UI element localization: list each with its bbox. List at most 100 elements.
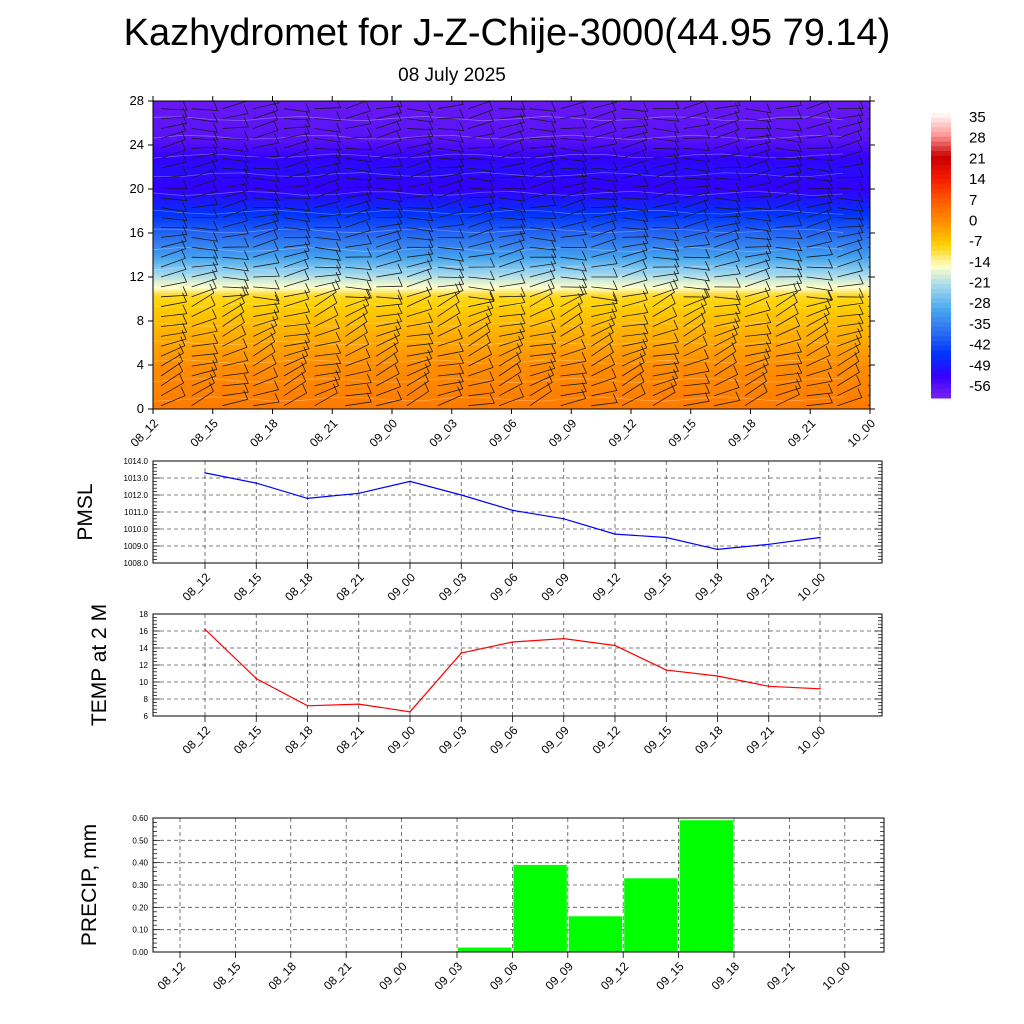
wind-barb [683, 362, 710, 377]
wind-barb [867, 315, 870, 317]
colorbar-label: 7 [969, 192, 977, 209]
wind-barb [222, 152, 249, 163]
wind-barb [252, 342, 276, 367]
wind-barb [806, 304, 830, 327]
wind-barb [529, 269, 555, 288]
wind-barb [714, 325, 738, 347]
wind-barb [160, 225, 188, 238]
wind-barb [376, 312, 403, 327]
wind-barb [222, 104, 249, 119]
precipitation-chart: 0.00 0.10 0.20 0.30 0.40 0.50 0.60 PRECIP, mm 08… [78, 814, 885, 993]
x-tick-label: 09_18 [709, 959, 743, 993]
heatmap-band [153, 173, 870, 177]
wind-barb [683, 287, 711, 298]
wind-barb [345, 234, 372, 248]
wind-barb [744, 150, 771, 169]
wind-barb [468, 393, 495, 407]
x-tick-label: 10_00 [819, 959, 853, 993]
wind-barb [652, 231, 680, 242]
wind-barb [253, 229, 279, 248]
heatmap-band [153, 184, 870, 188]
wind-barb [468, 333, 491, 357]
wind-barb [775, 251, 803, 262]
heatmap-band [153, 274, 870, 278]
colorbar-swatch [931, 326, 951, 332]
wind-barb [683, 373, 710, 387]
wind-barb [160, 101, 188, 111]
wind-barb [222, 390, 249, 407]
wind-barb [529, 240, 557, 251]
colorbar-swatch [931, 274, 951, 280]
wind-barb [345, 348, 371, 367]
y-tick-label: 0.30 [132, 881, 148, 890]
wind-barb [775, 101, 803, 110]
wind-barb [222, 285, 249, 298]
wind-barb [867, 128, 870, 130]
colorbar-swatch [931, 350, 951, 356]
wind-barb [529, 381, 552, 407]
wind-barb [744, 187, 772, 199]
wind-barb [406, 342, 434, 357]
x-tick-label: 09_09 [546, 416, 580, 450]
colorbar-label: -7 [969, 233, 982, 250]
heatmap-band [153, 373, 870, 377]
y-tick-label: 4 [137, 357, 144, 372]
wind-barb [345, 140, 373, 151]
x-tick-label: 08_12 [180, 570, 214, 604]
heatmap-band [153, 395, 870, 399]
wind-barb [314, 123, 342, 133]
wind-barb [222, 199, 248, 218]
data-point [306, 497, 309, 500]
wind-barb [652, 192, 679, 209]
wind-barb [253, 392, 280, 407]
wind-barb [314, 161, 341, 179]
colorbar-swatch [931, 212, 951, 218]
wind-barb [837, 287, 864, 298]
colorbar-swatch [931, 146, 951, 152]
wind-barb [314, 331, 341, 347]
wind-barb [775, 260, 803, 271]
wind-barb [744, 230, 772, 240]
wind-barb [345, 361, 372, 377]
wind-barb [345, 101, 368, 110]
colorbar-label: 21 [969, 150, 986, 167]
wind-barb [744, 237, 772, 248]
wind-barb [529, 113, 557, 123]
wind-barb [406, 238, 434, 248]
colorbar-swatch [931, 341, 951, 347]
wind-barb [468, 209, 494, 228]
y-tick-label: 16 [130, 225, 144, 240]
wind-barb [345, 281, 372, 291]
wind-barb [591, 291, 618, 302]
wind-barb [652, 206, 680, 218]
wind-barb [468, 281, 495, 292]
wind-barb [191, 195, 219, 209]
heatmap-band [153, 140, 870, 144]
data-point [204, 628, 206, 631]
wind-barb [806, 112, 833, 129]
wind-barb [160, 179, 188, 189]
heatmap-band [153, 193, 870, 197]
wind-barb [744, 371, 768, 397]
wind-barb [775, 354, 803, 367]
heatmap-band [153, 158, 870, 161]
wind-barb [621, 151, 648, 169]
wind-barb [652, 332, 679, 347]
wind-barb [283, 110, 311, 121]
wind-barb [406, 286, 432, 308]
heatmap-band [153, 226, 870, 230]
wind-barb [283, 131, 310, 149]
wind-barb [345, 127, 373, 139]
wind-barb [867, 305, 870, 308]
wind-barb [345, 312, 368, 337]
x-tick-label: 09_00 [367, 416, 401, 450]
wind-barb [314, 354, 342, 367]
wind-barb [652, 123, 680, 133]
heatmap-band [153, 219, 870, 223]
wind-barb [652, 375, 677, 397]
colorbar-swatch [931, 165, 951, 171]
precip-bar [458, 947, 512, 952]
wind-barb [345, 373, 372, 387]
isotherm-contour [153, 153, 844, 159]
wind-barb [560, 167, 588, 179]
